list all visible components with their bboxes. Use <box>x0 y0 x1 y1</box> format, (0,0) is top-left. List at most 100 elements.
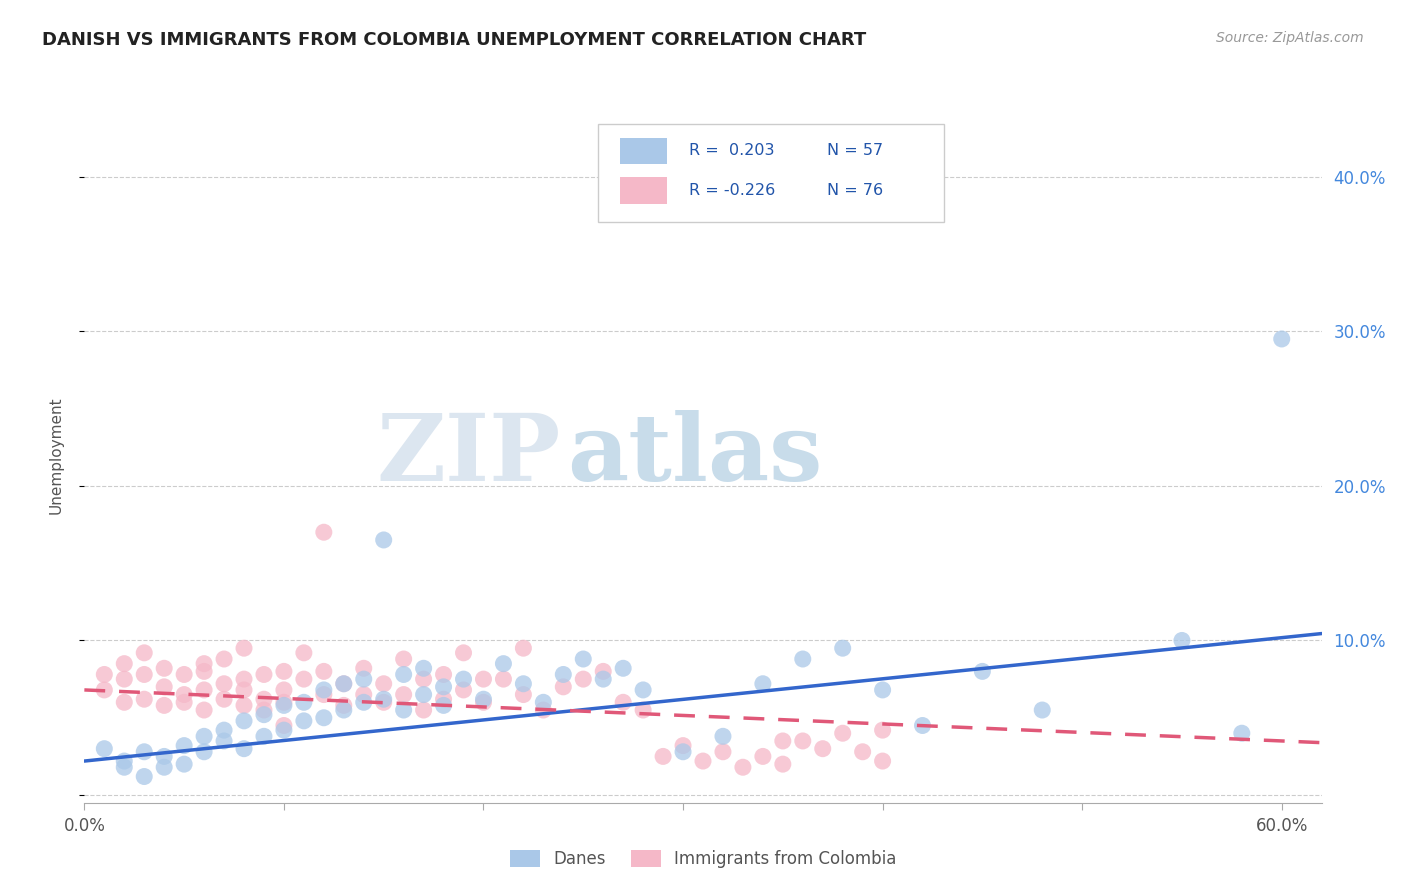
Point <box>772 757 794 772</box>
Point <box>872 723 894 738</box>
Point <box>193 745 215 759</box>
Point <box>373 677 395 691</box>
Point <box>512 641 534 656</box>
Point <box>472 672 495 686</box>
Point <box>392 652 415 666</box>
Point <box>233 698 256 713</box>
Text: R = -0.226: R = -0.226 <box>689 183 776 198</box>
Point <box>631 703 654 717</box>
Point <box>233 741 256 756</box>
Point <box>134 646 156 660</box>
Point <box>432 698 454 713</box>
Point <box>112 695 135 709</box>
Point <box>1271 332 1294 346</box>
Text: ZIP: ZIP <box>377 410 561 500</box>
Point <box>553 680 575 694</box>
FancyBboxPatch shape <box>598 124 945 222</box>
Point <box>333 677 356 691</box>
Bar <box>620 178 666 203</box>
Y-axis label: Unemployment: Unemployment <box>49 396 63 514</box>
Point <box>134 745 156 759</box>
Point <box>553 667 575 681</box>
Point <box>432 680 454 694</box>
Point <box>233 682 256 697</box>
Point <box>253 703 276 717</box>
Point <box>212 692 235 706</box>
Point <box>631 682 654 697</box>
Point <box>173 667 195 681</box>
Point <box>1230 726 1253 740</box>
Point <box>531 695 554 709</box>
Point <box>353 688 375 702</box>
Point <box>353 672 375 686</box>
Point <box>672 745 695 759</box>
Point <box>153 680 176 694</box>
Point <box>292 695 315 709</box>
Point <box>173 688 195 702</box>
Legend: Danes, Immigrants from Colombia: Danes, Immigrants from Colombia <box>503 843 903 875</box>
Point <box>512 688 534 702</box>
Text: N = 76: N = 76 <box>827 183 883 198</box>
Point <box>253 707 276 722</box>
Point <box>492 672 515 686</box>
Point <box>312 525 335 540</box>
Point <box>572 652 595 666</box>
Point <box>253 729 276 743</box>
Point <box>672 739 695 753</box>
Point <box>312 711 335 725</box>
Point <box>273 682 295 697</box>
Point <box>273 665 295 679</box>
Point <box>333 677 356 691</box>
Point <box>373 695 395 709</box>
Point <box>512 677 534 691</box>
Point <box>1171 633 1194 648</box>
Point <box>292 714 315 728</box>
Point <box>831 726 853 740</box>
Point <box>772 734 794 748</box>
Point <box>333 698 356 713</box>
Point <box>612 695 634 709</box>
Point <box>692 754 714 768</box>
Point <box>373 533 395 547</box>
Point <box>273 698 295 713</box>
Point <box>453 672 475 686</box>
Point <box>412 661 434 675</box>
Point <box>872 754 894 768</box>
Point <box>212 734 235 748</box>
Point <box>173 739 195 753</box>
Bar <box>620 137 666 164</box>
Point <box>392 667 415 681</box>
Point <box>472 695 495 709</box>
Point <box>811 741 834 756</box>
Point <box>392 703 415 717</box>
Point <box>792 652 814 666</box>
Text: DANISH VS IMMIGRANTS FROM COLOMBIA UNEMPLOYMENT CORRELATION CHART: DANISH VS IMMIGRANTS FROM COLOMBIA UNEMP… <box>42 31 866 49</box>
Point <box>453 682 475 697</box>
Point <box>233 714 256 728</box>
Point <box>112 657 135 671</box>
Point <box>173 695 195 709</box>
Point <box>93 667 115 681</box>
Point <box>711 745 734 759</box>
Point <box>153 698 176 713</box>
Point <box>253 667 276 681</box>
Point <box>273 718 295 732</box>
Point <box>312 665 335 679</box>
Point <box>273 695 295 709</box>
Point <box>412 672 434 686</box>
Point <box>412 688 434 702</box>
Point <box>212 723 235 738</box>
Point <box>392 688 415 702</box>
Point <box>134 770 156 784</box>
Point <box>592 672 614 686</box>
Point <box>831 641 853 656</box>
Point <box>972 665 994 679</box>
Point <box>852 745 875 759</box>
Point <box>292 646 315 660</box>
Point <box>373 692 395 706</box>
Point <box>531 703 554 717</box>
Point <box>153 661 176 675</box>
Point <box>612 661 634 675</box>
Point <box>112 760 135 774</box>
Point <box>432 667 454 681</box>
